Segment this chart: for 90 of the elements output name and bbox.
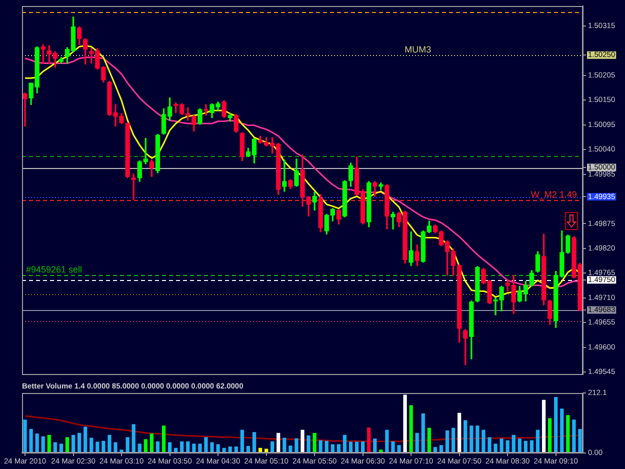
bar [47, 434, 51, 452]
bar [476, 426, 480, 452]
bar [415, 432, 419, 452]
bar [524, 440, 528, 452]
bar [204, 437, 208, 452]
bar [96, 442, 100, 452]
bar [361, 441, 365, 452]
bar [29, 428, 33, 452]
bar [282, 438, 286, 452]
bar [90, 438, 94, 452]
ref-line-label: #9459261 sell [26, 264, 82, 274]
bar [59, 444, 64, 452]
bar [494, 444, 498, 452]
bar [572, 420, 576, 452]
bar [210, 442, 214, 452]
ref-line-label: MUM3 [404, 44, 432, 54]
candlestick [390, 212, 396, 230]
bar [168, 442, 172, 452]
bar [120, 450, 124, 452]
bar [186, 441, 190, 452]
bar [439, 445, 444, 452]
bar [330, 444, 334, 452]
bar [180, 441, 184, 452]
bar [216, 444, 220, 452]
bar [403, 394, 407, 452]
bar [354, 442, 359, 452]
bar [132, 424, 136, 452]
bar [566, 415, 570, 452]
bar [560, 408, 564, 452]
bar [548, 418, 552, 452]
bar [144, 439, 148, 452]
bar [397, 445, 401, 452]
bar [300, 430, 304, 452]
bar [35, 433, 39, 452]
bar [342, 434, 347, 452]
bar [367, 428, 371, 452]
bar [240, 430, 244, 452]
bar [23, 420, 27, 452]
bar [542, 400, 546, 452]
bar [518, 438, 522, 452]
bar [306, 435, 310, 452]
bar [445, 430, 450, 452]
bar [126, 437, 130, 452]
bar [84, 426, 88, 452]
candlestick [204, 104, 208, 116]
bar [102, 440, 106, 452]
bar [336, 444, 341, 452]
bar [536, 430, 540, 452]
bar [156, 441, 160, 452]
bar [464, 420, 468, 452]
bar [65, 437, 70, 452]
bar [324, 440, 328, 452]
candlestick [22, 92, 28, 127]
bar [318, 440, 322, 452]
bar [288, 446, 292, 452]
bar [138, 444, 142, 452]
bar [470, 426, 474, 452]
bar [458, 412, 462, 452]
bar [391, 441, 395, 452]
bar [451, 428, 456, 452]
bar [554, 396, 558, 452]
bar [421, 413, 425, 452]
bar [53, 442, 57, 452]
bar [150, 433, 154, 452]
ref-line-label: W_M2 1.49 [530, 189, 577, 200]
bar [578, 428, 582, 452]
bar [348, 442, 353, 452]
bar [276, 432, 280, 452]
bar [409, 405, 413, 452]
bar [252, 432, 256, 452]
bar [294, 438, 298, 452]
bar [530, 440, 534, 452]
bar [385, 430, 389, 452]
bar [270, 441, 274, 452]
bar [482, 430, 486, 452]
bar [114, 442, 118, 452]
bar [488, 437, 492, 452]
bar [373, 438, 377, 452]
bar [500, 438, 504, 452]
bar [198, 444, 202, 452]
bar [108, 434, 112, 452]
bar [162, 426, 166, 452]
bar [312, 432, 316, 452]
bar [71, 434, 76, 452]
bar [41, 436, 45, 452]
bar [77, 432, 82, 452]
bar [192, 444, 196, 452]
bar [427, 428, 431, 452]
bar [506, 440, 510, 452]
bar [512, 434, 516, 452]
